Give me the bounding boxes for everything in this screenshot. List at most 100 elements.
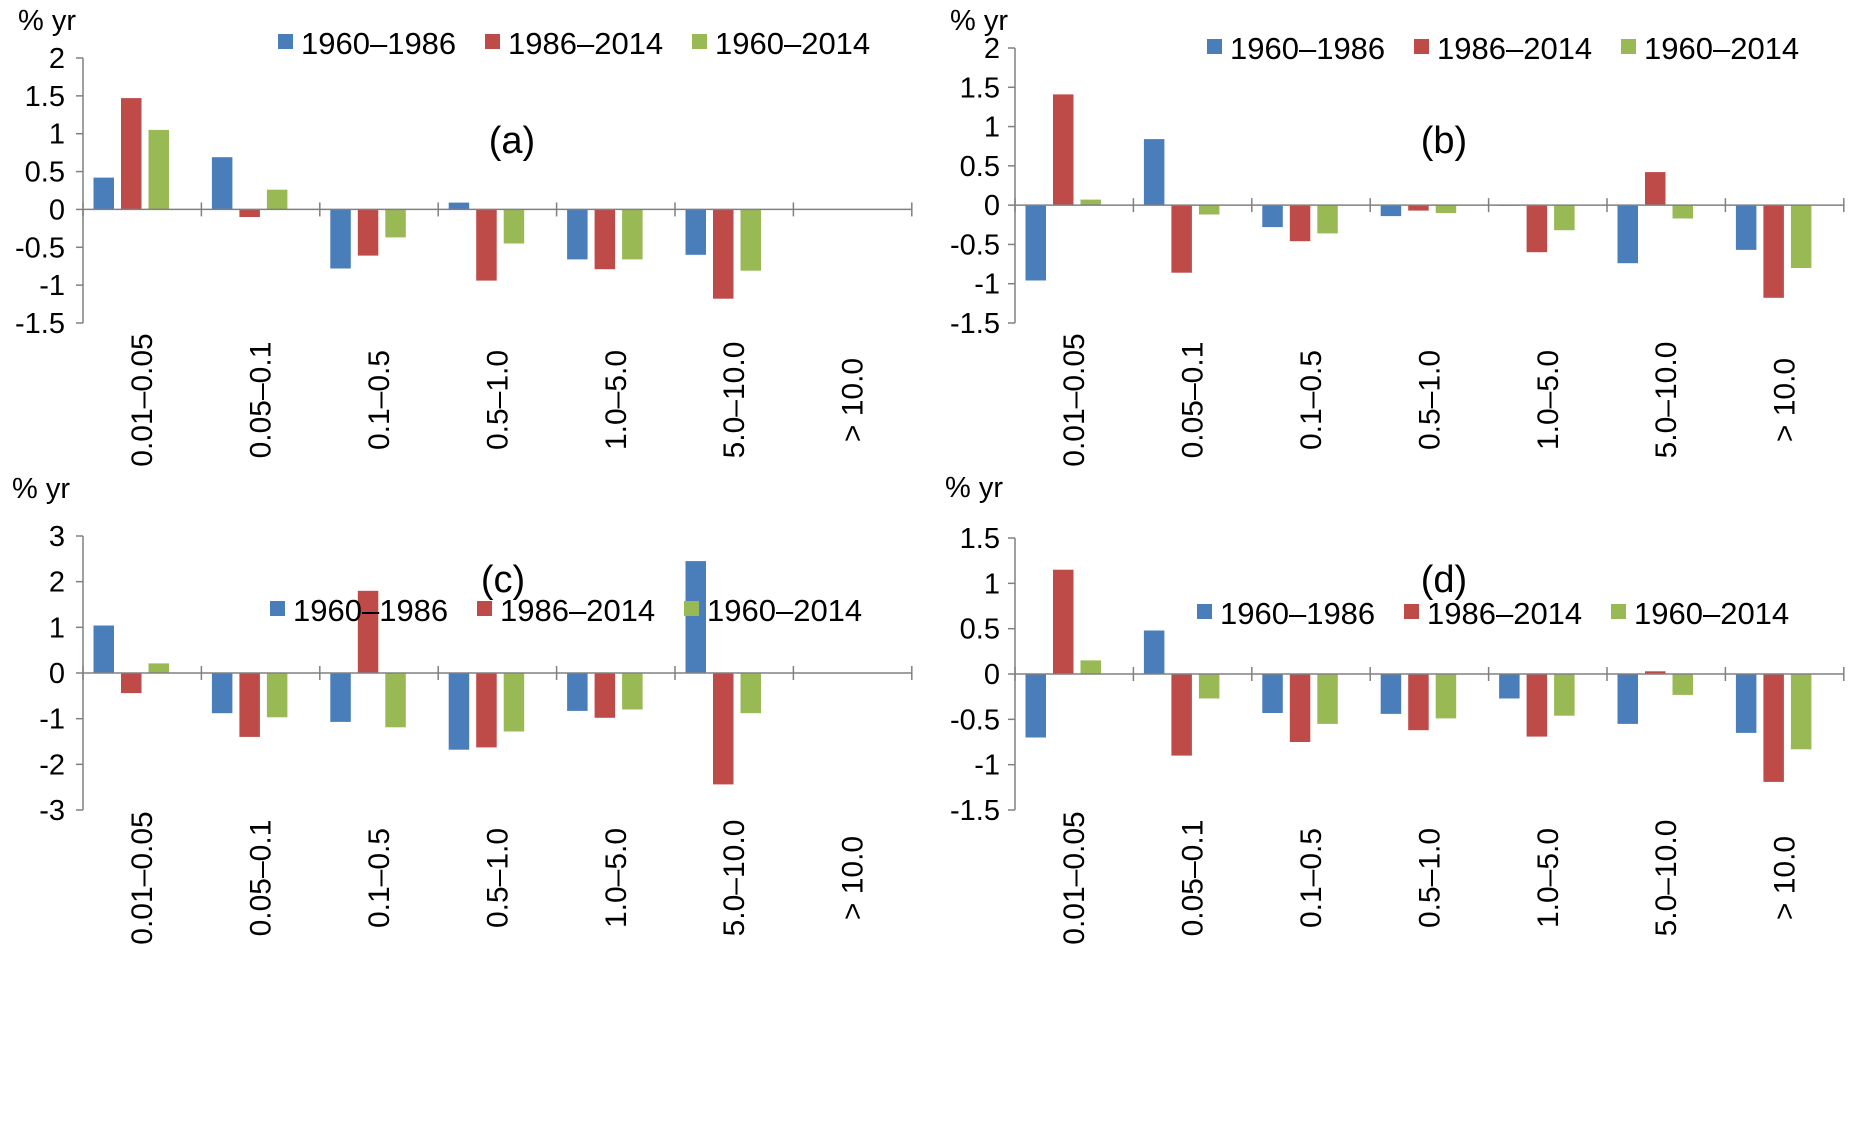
bar-1960–2014-0.05–0.1: [266, 673, 288, 718]
bar-1986–2014-5.0–10.0: [1645, 671, 1666, 674]
category-label: 0.1–0.5: [363, 828, 396, 928]
bar-1960–1986-0.05–0.1: [1143, 139, 1165, 206]
legend-swatch-1960–2014: [692, 34, 707, 49]
y-tick-label: 1: [49, 119, 65, 151]
bar-1960–2014-0.5–1.0: [1435, 205, 1457, 213]
bar-1960–1986-0.01–0.05: [93, 177, 114, 210]
legend-swatch-1960–2014: [1621, 39, 1636, 54]
bar-1986–2014-0.1–0.5: [357, 590, 379, 673]
legend-label: 1960–1986: [293, 593, 448, 628]
legend-label: 1960–2014: [707, 593, 862, 628]
bar-1960–1986-0.1–0.5: [1262, 205, 1283, 228]
legend-swatch-1960–1986: [1207, 39, 1222, 54]
bar-1986–2014-0.01–0.05: [1053, 569, 1074, 674]
y-tick-label: 1: [984, 568, 1000, 600]
legend-swatch-1986–2014: [1414, 39, 1429, 54]
bar-1960–2014-1.0–5.0: [622, 209, 643, 260]
bar-1986–2014-5.0–10.0: [1645, 172, 1666, 206]
bar-1960–2014-0.1–0.5: [385, 209, 406, 238]
bar-1960–1986-0.05–0.1: [211, 157, 233, 210]
y-tick-label: -1: [974, 269, 1000, 301]
bar-1960–1986-0.5–1.0: [448, 673, 470, 750]
bar-1960–2014-5.0–10.0: [740, 209, 761, 271]
category-label: 5.0–10.0: [718, 342, 751, 459]
bar-1986–2014-> 10.0: [1763, 674, 1784, 782]
bar-1960–2014-0.05–0.1: [1198, 674, 1220, 699]
legend-label: 1960–2014: [1634, 596, 1789, 631]
category-label: > 10.0: [837, 836, 870, 920]
legend-label: 1960–1986: [1230, 31, 1385, 66]
legend-label: 1960–2014: [715, 26, 870, 61]
category-label: 1.0–5.0: [600, 350, 633, 450]
unit-label: % yr: [950, 5, 1008, 37]
legend-swatch-1960–2014: [1611, 604, 1626, 619]
y-tick-label: 2: [49, 43, 65, 75]
category-label: > 10.0: [1769, 836, 1802, 920]
legend-swatch-1960–1986: [1197, 604, 1212, 619]
legend: 1960–1986 1986–2014 1960–2014: [1197, 596, 1789, 631]
y-tick-label: 0: [984, 190, 1000, 222]
panel-label: (c): [481, 559, 525, 601]
panel-label: (b): [1421, 120, 1467, 162]
bar-1960–2014-0.01–0.05: [1080, 660, 1101, 674]
unit-label: % yr: [945, 472, 1003, 504]
unit-label: % yr: [18, 5, 76, 37]
legend-label: 1986–2014: [500, 593, 655, 628]
bar-1986–2014-1.0–5.0: [1526, 674, 1548, 737]
bar-1960–2014-0.5–1.0: [503, 209, 525, 244]
legend: 1960–1986 1986–2014 1960–2014: [1207, 31, 1799, 66]
bar-1960–1986-0.1–0.5: [330, 673, 351, 722]
bar-1960–1986-0.5–1.0: [448, 202, 470, 210]
y-tick-label: 1.5: [960, 523, 1000, 555]
category-label: 5.0–10.0: [1650, 342, 1683, 459]
bar-1960–2014-0.01–0.05: [148, 663, 169, 673]
legend-label: 1960–2014: [1644, 31, 1799, 66]
bar-1960–1986-0.5–1.0: [1380, 205, 1402, 217]
category-label: > 10.0: [1769, 358, 1802, 442]
legend-swatch-1960–1986: [278, 34, 293, 49]
y-tick-label: -1.5: [950, 795, 1000, 827]
bar-1960–1986-1.0–5.0: [567, 209, 588, 260]
bar-1986–2014-0.05–0.1: [1171, 205, 1192, 273]
panel-a: 2 1.5 1 0.5 0 -0.5 -1 -1.5 0.01–0.05 0.05–0.1 0.1–…: [15, 5, 913, 467]
bar-1986–2014-1.0–5.0: [1526, 205, 1548, 253]
bar-1960–1986-1.0–5.0: [1499, 674, 1520, 699]
category-label: 1.0–5.0: [1532, 350, 1565, 450]
bar-1960–2014-1.0–5.0: [622, 673, 643, 710]
bar-1960–2014-1.0–5.0: [1554, 205, 1575, 231]
bar-1986–2014-0.01–0.05: [121, 673, 142, 694]
bar-1960–2014-0.5–1.0: [503, 673, 525, 732]
bar-1986–2014-0.5–1.0: [476, 209, 497, 281]
bar-1960–2014-0.5–1.0: [1435, 674, 1457, 719]
panel-b: 2 1.5 1 0.5 0 -0.5 -1 -1.5 0.01–0.05 0.05–0.1 0.1–…: [950, 5, 1845, 467]
bar-1986–2014-0.05–0.1: [239, 209, 260, 217]
y-tick-label: -1: [974, 750, 1000, 782]
bar-1960–1986-1.0–5.0: [567, 673, 588, 711]
category-label: 1.0–5.0: [600, 828, 633, 928]
category-label: 0.1–0.5: [1295, 350, 1328, 450]
panel-label: (a): [489, 120, 535, 162]
bar-1960–1986-0.1–0.5: [330, 209, 351, 269]
panel-d: 1.5 1 0.5 0 -0.5 -1 -1.5 0.01–0.05 0.05–0.1 0.1–0…: [945, 472, 1845, 945]
y-tick-label: 2: [984, 33, 1000, 65]
y-tick-label: 0.5: [960, 614, 1000, 646]
bar-1960–1986-0.1–0.5: [1262, 674, 1283, 713]
category-label: 0.1–0.5: [1295, 828, 1328, 928]
bar-1960–1986-0.05–0.1: [1143, 630, 1165, 674]
category-label: 0.5–1.0: [1413, 350, 1446, 450]
category-label: 0.5–1.0: [481, 350, 514, 450]
bar-1986–2014-5.0–10.0: [713, 209, 734, 299]
y-tick-label: 0: [984, 659, 1000, 691]
bar-1986–2014-1.0–5.0: [594, 673, 616, 718]
bar-1986–2014-0.5–1.0: [476, 673, 497, 748]
bar-1960–1986-0.01–0.05: [93, 625, 114, 673]
category-label: 0.05–0.1: [1177, 342, 1210, 459]
y-tick-label: -0.5: [15, 232, 65, 264]
bar-1960–1986-0.01–0.05: [1025, 674, 1046, 738]
category-label: 0.05–0.1: [245, 342, 278, 459]
bar-1960–1986-0.5–1.0: [1380, 674, 1402, 714]
category-label: 0.05–0.1: [1177, 820, 1210, 937]
bar-1986–2014-0.01–0.05: [1053, 94, 1074, 206]
y-tick-label: 1.5: [25, 81, 65, 113]
bar-1986–2014-0.1–0.5: [357, 209, 379, 256]
